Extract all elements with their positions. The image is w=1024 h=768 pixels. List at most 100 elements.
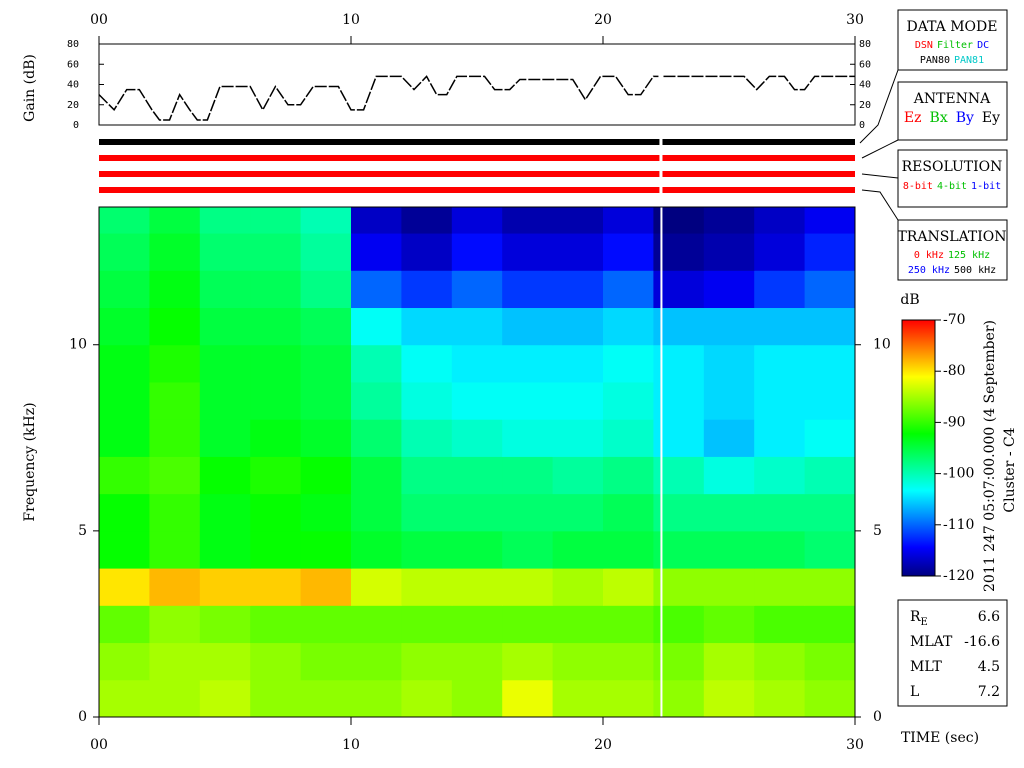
- x-tick-label: 00: [90, 737, 108, 753]
- cell: [199, 456, 251, 495]
- cell: [502, 642, 554, 681]
- cell: [804, 344, 855, 383]
- status-bar: [662, 171, 855, 177]
- cell: [754, 605, 806, 644]
- x-tick-label: 20: [594, 12, 612, 28]
- cell: [502, 568, 554, 606]
- y-tick-label: 5: [873, 523, 882, 539]
- cell: [351, 530, 402, 569]
- cell: [804, 456, 855, 495]
- cell: [149, 233, 201, 271]
- cell: [99, 270, 150, 309]
- cell: [502, 605, 554, 644]
- cell: [250, 493, 302, 532]
- panel-title: TRANSLATION: [897, 229, 1006, 245]
- cell: [754, 679, 806, 717]
- cell: [149, 270, 201, 309]
- cell: [502, 530, 554, 569]
- cell: [552, 568, 604, 606]
- cell: [401, 344, 453, 383]
- spacecraft: Cluster - C4: [1002, 427, 1018, 512]
- panel-item: 8-bit: [903, 181, 933, 192]
- cell: [451, 207, 503, 234]
- cell: [451, 233, 503, 271]
- panel-box: [897, 9, 1008, 71]
- info-value: 6.6: [978, 609, 1000, 625]
- cell: [351, 642, 402, 681]
- cell: [199, 344, 251, 383]
- cell: [99, 679, 150, 717]
- x-tick-label: 10: [342, 737, 360, 753]
- info-value: -16.6: [964, 634, 1000, 650]
- cell: [703, 207, 755, 234]
- cell: [552, 605, 604, 644]
- cell: [703, 344, 755, 383]
- cell: [502, 207, 554, 234]
- cell: [451, 381, 503, 420]
- cell: [99, 381, 150, 420]
- panel-row: PAN80 PAN81: [920, 55, 984, 66]
- cell: [703, 233, 755, 271]
- cell: [703, 530, 755, 569]
- info-label: L: [910, 684, 919, 700]
- cell: [754, 233, 806, 271]
- status-bar: [99, 171, 660, 177]
- cell: [502, 307, 554, 346]
- cell: [149, 679, 201, 717]
- cell: [552, 419, 604, 457]
- y-tick-label: 20: [859, 100, 871, 111]
- cell: [451, 679, 503, 717]
- cell: [401, 530, 453, 569]
- cell: [552, 530, 604, 569]
- cell: [250, 419, 302, 457]
- status-bar: [99, 187, 660, 193]
- info-label-main: R: [910, 609, 921, 625]
- cell: [149, 307, 201, 346]
- cell: [603, 642, 654, 681]
- cell: [703, 679, 755, 717]
- cell: [804, 270, 855, 309]
- info-value: 4.5: [978, 659, 1000, 675]
- cell: [804, 530, 855, 569]
- cell: [703, 456, 755, 495]
- cell: [351, 207, 402, 234]
- connector: [861, 189, 899, 221]
- cell: [502, 344, 554, 383]
- cell: [401, 419, 453, 457]
- colorbar-tick-label: -90: [943, 414, 966, 430]
- gain-line: [98, 75, 659, 121]
- panel-item: DC: [977, 40, 989, 51]
- status-bar: [662, 187, 855, 193]
- timestamp: 2011 247 05:07:00.000 (4 September): [982, 320, 998, 592]
- cell: [99, 493, 150, 532]
- data-gap: [660, 207, 663, 717]
- cell: [300, 605, 352, 644]
- cell: [351, 381, 402, 420]
- colorbar-tick-label: -70: [943, 312, 966, 328]
- cell: [703, 642, 755, 681]
- cell: [250, 233, 302, 271]
- panel-item: By: [956, 110, 974, 126]
- cell: [703, 568, 755, 606]
- panel-item: 500 kHz: [954, 265, 996, 276]
- gain-frame: [98, 43, 856, 126]
- cell: [754, 307, 806, 346]
- panel-item: Ey: [982, 110, 1000, 126]
- cell: [300, 642, 352, 681]
- cell: [502, 679, 554, 717]
- cell: [250, 679, 302, 717]
- cell: [199, 307, 251, 346]
- cell: [552, 456, 604, 495]
- cell: [603, 456, 654, 495]
- cell: [149, 605, 201, 644]
- cell: [149, 344, 201, 383]
- colorbar-tick-label: -110: [943, 517, 974, 533]
- cell: [199, 419, 251, 457]
- cell: [99, 207, 150, 234]
- cell: [552, 307, 604, 346]
- cell: [149, 381, 201, 420]
- cell: [603, 530, 654, 569]
- cell: [300, 381, 352, 420]
- cell: [552, 270, 604, 309]
- cell: [552, 233, 604, 271]
